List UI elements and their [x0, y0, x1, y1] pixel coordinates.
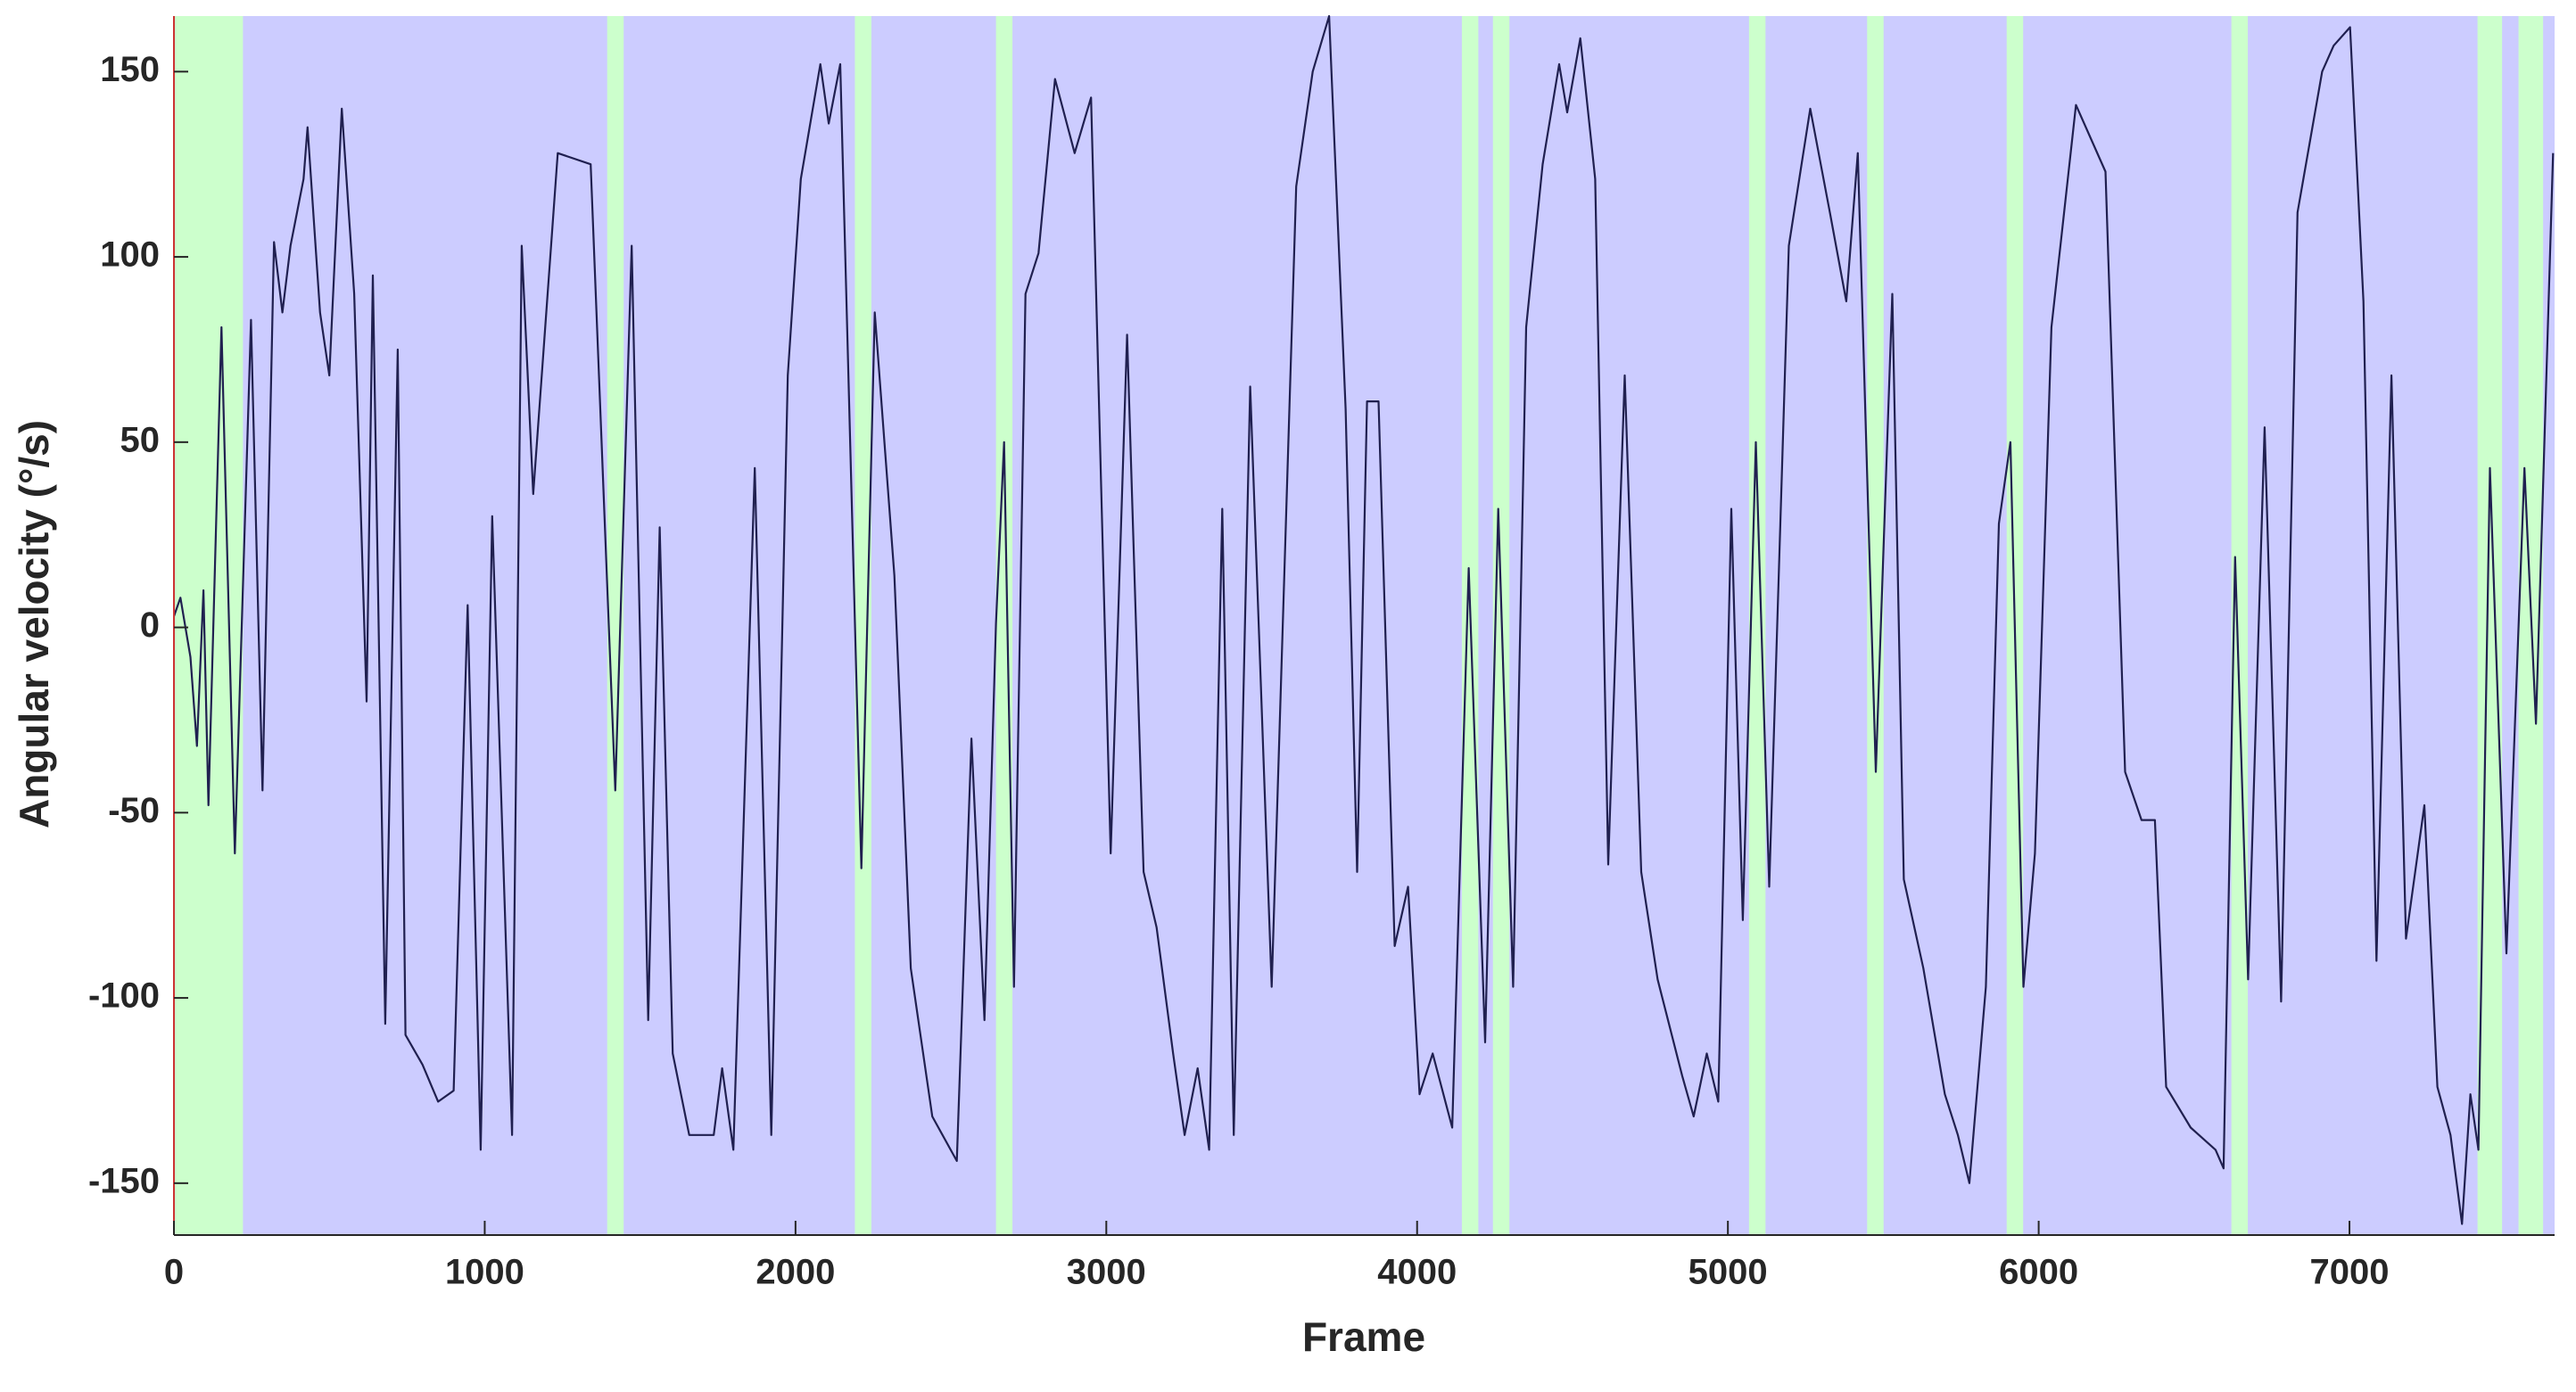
y-tick-label: 150 [100, 50, 160, 89]
highlight-band [2231, 16, 2249, 1235]
highlight-band [995, 16, 1013, 1235]
highlight-band [2477, 16, 2503, 1235]
y-tick-label: 100 [100, 235, 160, 275]
highlight-band [855, 16, 871, 1235]
highlight-band [1748, 16, 1766, 1235]
x-tick-label: 7000 [2310, 1253, 2390, 1292]
y-tick-label: -100 [88, 976, 160, 1016]
x-tick-label: 1000 [445, 1253, 524, 1292]
data-line [172, 14, 2555, 1225]
x-tick-label: 0 [164, 1253, 184, 1292]
y-tick-label: 50 [120, 420, 161, 459]
x-tick-label: 6000 [1999, 1253, 2078, 1292]
highlight-band [1867, 16, 1884, 1235]
highlight-band [607, 16, 624, 1235]
y-tick-label: 0 [140, 605, 160, 645]
y-axis-label: Angular velocity (°/s) [11, 420, 57, 828]
x-tick-label: 3000 [1067, 1253, 1146, 1292]
plot-background [174, 16, 2555, 1235]
y-tick-label: -150 [88, 1161, 160, 1200]
x-tick-label: 5000 [1688, 1253, 1768, 1292]
y-tick-label: -50 [108, 791, 160, 830]
x-tick-label: 2000 [755, 1253, 835, 1292]
x-axis-label: Frame [1302, 1314, 1425, 1360]
x-tick-label: 4000 [1377, 1253, 1457, 1292]
